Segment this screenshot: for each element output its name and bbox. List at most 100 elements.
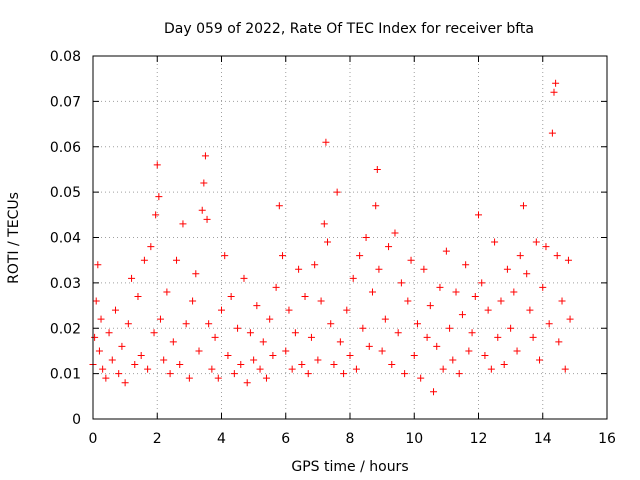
- data-point: [552, 79, 560, 87]
- data-point: [131, 361, 139, 369]
- data-point: [205, 320, 213, 328]
- y-tick-label: 0.07: [50, 94, 81, 110]
- data-point: [203, 215, 211, 223]
- data-point: [523, 270, 531, 278]
- data-point: [108, 356, 116, 364]
- data-point: [452, 288, 460, 296]
- data-point: [160, 356, 168, 364]
- data-point: [423, 333, 431, 341]
- data-point: [185, 374, 193, 382]
- data-point: [208, 365, 216, 373]
- data-point: [455, 370, 463, 378]
- x-axis-label: GPS time / hours: [291, 459, 408, 475]
- data-point: [359, 324, 367, 332]
- x-tick-label: 14: [534, 431, 552, 447]
- data-point: [413, 320, 421, 328]
- data-point: [234, 324, 242, 332]
- data-point: [317, 297, 325, 305]
- x-tick-label: 2: [153, 431, 162, 447]
- data-point: [478, 279, 486, 287]
- data-point: [272, 283, 280, 291]
- data-points: [89, 79, 574, 396]
- y-tick-labels: 0 0.01 0.02 0.03 0.04 0.05 0.06 0.07 0.08: [50, 49, 81, 428]
- data-point: [436, 283, 444, 291]
- data-point: [243, 379, 251, 387]
- data-point: [388, 361, 396, 369]
- data-point: [333, 188, 341, 196]
- data-point: [381, 315, 389, 323]
- data-point: [356, 252, 364, 260]
- data-point: [494, 333, 502, 341]
- data-point: [555, 338, 563, 346]
- data-point: [211, 333, 219, 341]
- y-axis-label: ROTI / TECUs: [6, 192, 22, 284]
- data-point: [105, 329, 113, 337]
- data-point: [295, 265, 303, 273]
- data-point: [394, 329, 402, 337]
- y-tick-label: 0.01: [50, 367, 81, 383]
- data-point: [182, 320, 190, 328]
- data-point: [532, 238, 540, 246]
- data-point: [426, 302, 434, 310]
- data-point: [336, 338, 344, 346]
- data-point: [513, 347, 521, 355]
- data-point: [214, 374, 222, 382]
- data-point: [198, 206, 206, 214]
- axis-ticks: [92, 55, 608, 420]
- data-point: [311, 261, 319, 269]
- data-point: [144, 365, 152, 373]
- data-point: [118, 342, 126, 350]
- data-point: [134, 292, 142, 300]
- data-point: [536, 356, 544, 364]
- data-point: [362, 234, 370, 241]
- x-tick-label: 10: [405, 431, 423, 447]
- y-tick-label: 0.03: [50, 276, 81, 292]
- data-point: [340, 370, 348, 378]
- data-point: [155, 193, 163, 201]
- data-point: [433, 342, 441, 350]
- data-point: [163, 288, 171, 296]
- data-point: [397, 279, 405, 287]
- data-point: [442, 247, 450, 255]
- data-point: [368, 288, 376, 296]
- data-point: [468, 329, 476, 337]
- data-point: [503, 265, 511, 273]
- data-point: [519, 202, 527, 210]
- x-tick-label: 16: [598, 431, 616, 447]
- data-point: [375, 265, 383, 273]
- data-point: [373, 165, 381, 173]
- data-point: [349, 274, 357, 282]
- x-tick-label: 4: [217, 431, 226, 447]
- data-point: [124, 320, 132, 328]
- data-point: [462, 261, 470, 269]
- data-point: [545, 320, 553, 328]
- data-point: [166, 370, 174, 378]
- data-point: [507, 324, 515, 332]
- data-point: [224, 351, 232, 359]
- data-point: [446, 324, 454, 332]
- data-point: [256, 365, 264, 373]
- data-point: [156, 315, 164, 323]
- data-point: [314, 356, 322, 364]
- data-point: [539, 283, 547, 291]
- data-point: [230, 370, 238, 378]
- data-point: [475, 211, 482, 219]
- data-point: [322, 138, 330, 146]
- data-point: [298, 361, 306, 369]
- data-point: [275, 202, 283, 210]
- data-point: [237, 361, 245, 369]
- data-point: [147, 243, 155, 251]
- data-point: [218, 306, 225, 314]
- y-tick-label: 0.05: [50, 185, 81, 201]
- data-point: [497, 297, 505, 305]
- data-point: [269, 351, 277, 359]
- data-point: [529, 333, 537, 341]
- data-point: [500, 361, 508, 369]
- data-point: [137, 351, 145, 359]
- data-point: [253, 302, 261, 310]
- data-point: [343, 306, 351, 314]
- data-point: [449, 356, 457, 364]
- data-point: [327, 320, 335, 328]
- data-point: [262, 374, 270, 382]
- data-point: [558, 297, 566, 305]
